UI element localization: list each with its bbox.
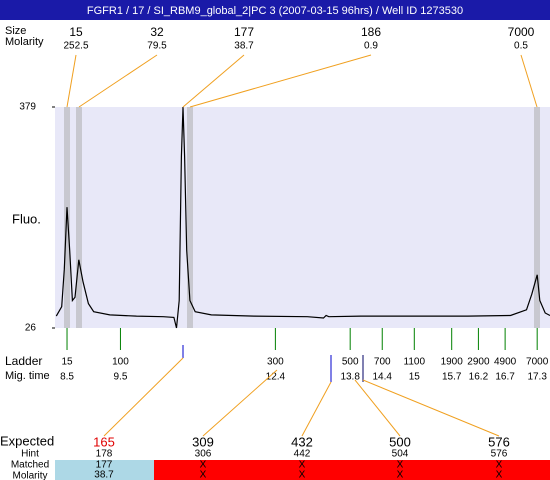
ladder-time: 9.5	[113, 372, 127, 383]
ladder-size: 700	[374, 357, 391, 368]
hint: 178	[96, 449, 113, 460]
peak-band	[187, 107, 193, 328]
expected: 576	[488, 434, 510, 449]
molarity-label: Molarity	[5, 36, 44, 48]
ladder-time: 16.7	[495, 372, 515, 383]
molarity: X	[496, 470, 503, 480]
expected: 500	[389, 434, 411, 449]
peak-connector	[189, 54, 372, 108]
peak-molarity: 0.9	[364, 41, 378, 52]
ladder-time: 16.2	[469, 372, 489, 383]
ladder-label: Ladder	[5, 354, 42, 368]
molarity: X	[397, 470, 404, 480]
molarity: X	[200, 470, 207, 480]
hint: 504	[392, 449, 409, 460]
peak-band	[534, 107, 540, 328]
fragment-connector	[301, 381, 332, 437]
molarity: X	[299, 470, 306, 480]
title-bar	[0, 0, 550, 20]
matched-cell	[55, 460, 154, 480]
peak-molarity: 252.5	[63, 41, 88, 52]
expected: 309	[192, 434, 214, 449]
ladder-time: 14.4	[373, 372, 393, 383]
size-label: Size	[5, 25, 26, 37]
hint: 306	[195, 449, 212, 460]
ladder-time: 15.7	[442, 372, 462, 383]
row-label: Expected	[0, 433, 54, 448]
peak-size: 7000	[508, 25, 535, 39]
y-axis-label: Fluo.	[12, 211, 41, 226]
plot-area	[55, 107, 550, 328]
ladder-time: 12.4	[266, 372, 286, 383]
peak-size: 15	[69, 25, 83, 39]
fragment-connector	[362, 379, 500, 437]
unmatched-cells	[154, 460, 550, 480]
peak-size: 186	[361, 25, 381, 39]
peak-band	[76, 107, 82, 328]
peak-size: 32	[150, 25, 164, 39]
ladder-size: 15	[61, 357, 73, 368]
ladder-size: 1100	[404, 357, 426, 368]
matched: X	[200, 460, 207, 471]
peak-size: 177	[234, 25, 254, 39]
fragment-connector	[354, 379, 401, 437]
molarity: 38.7	[94, 470, 114, 480]
hint: 576	[491, 449, 508, 460]
row-label: Matched	[11, 460, 49, 471]
peak-molarity: 79.5	[147, 41, 167, 52]
fragment-connector	[202, 369, 278, 437]
ladder-time: 8.5	[60, 372, 74, 383]
ladder-size: 4900	[494, 357, 517, 368]
hint: 442	[294, 449, 311, 460]
matched: 177	[96, 460, 113, 471]
time-label: Mig. time	[5, 370, 50, 382]
y-tick-label: 26	[25, 323, 37, 334]
matched: X	[299, 460, 306, 471]
y-tick-label: 379	[19, 102, 36, 113]
ladder-time: 13.8	[340, 372, 360, 383]
peak-connector	[182, 54, 245, 108]
ladder-time: 15	[409, 372, 421, 383]
ladder-time: 17.3	[527, 372, 547, 383]
peak-molarity: 0.5	[514, 41, 528, 52]
ladder-size: 500	[342, 357, 359, 368]
row-label: Molarity	[12, 471, 47, 480]
peak-connector	[66, 54, 77, 108]
row-label: Hint	[21, 449, 39, 460]
ladder-size: 1900	[441, 357, 464, 368]
expected: 432	[291, 434, 313, 449]
fragment-connector	[103, 357, 184, 437]
ladder-size: 2900	[467, 357, 490, 368]
expected: 165	[93, 434, 115, 449]
matched: X	[496, 460, 503, 471]
ladder-size: 300	[267, 357, 284, 368]
ladder-size: 7000	[526, 357, 549, 368]
trace	[55, 106, 550, 329]
peak-molarity: 38.7	[234, 41, 254, 52]
peak-connector	[78, 54, 158, 108]
peak-connector	[520, 54, 538, 108]
ladder-size: 100	[112, 357, 129, 368]
title: FGFR1 / 17 / SI_RBM9_global_2|PC 3 (2007…	[87, 5, 463, 17]
matched: X	[397, 460, 404, 471]
